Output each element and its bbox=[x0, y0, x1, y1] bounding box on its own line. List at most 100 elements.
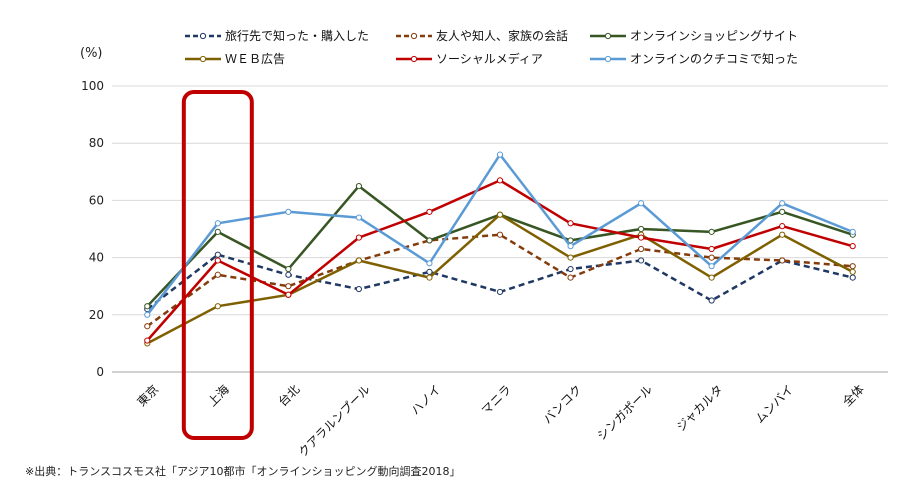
legend-label: ソーシャルメディア bbox=[436, 51, 543, 66]
data-point bbox=[849, 243, 856, 250]
data-point bbox=[426, 237, 433, 244]
data-point bbox=[849, 228, 856, 235]
data-point bbox=[779, 200, 786, 207]
data-point bbox=[426, 208, 433, 215]
legend-marker bbox=[410, 55, 418, 63]
data-point bbox=[355, 285, 363, 293]
series-line bbox=[144, 177, 856, 344]
y-tick-label: 60 bbox=[89, 193, 104, 207]
data-point bbox=[637, 245, 645, 253]
data-point bbox=[567, 265, 574, 273]
data-point bbox=[779, 257, 786, 264]
data-point bbox=[285, 271, 292, 278]
x-tick-label: 上海 bbox=[204, 382, 232, 410]
data-point bbox=[708, 254, 715, 261]
x-tick-label: ムンバイ bbox=[752, 382, 796, 426]
x-tick-label: 台北 bbox=[275, 382, 303, 410]
x-tick-label: マニラ bbox=[479, 382, 514, 417]
legend: 旅行先で知った・購入した 友人や知人、家族の会話 オンラインショッピングサイト ＷＥＢ… bbox=[185, 28, 798, 66]
data-point bbox=[355, 214, 363, 221]
legend-label: 友人や知人、家族の会話 bbox=[436, 28, 568, 43]
gridlines bbox=[112, 85, 888, 373]
data-point bbox=[214, 228, 221, 235]
data-point bbox=[779, 231, 786, 238]
data-point bbox=[285, 283, 292, 290]
data-point bbox=[355, 257, 363, 264]
data-point bbox=[144, 337, 151, 344]
data-point bbox=[285, 208, 292, 215]
legend-item: 友人や知人、家族の会話 bbox=[396, 28, 568, 43]
data-point bbox=[214, 220, 221, 227]
data-point bbox=[214, 251, 221, 258]
data-point bbox=[144, 323, 151, 330]
x-tick-label: ハノイ bbox=[408, 382, 443, 417]
x-tick-label: ジャカルタ bbox=[674, 382, 726, 434]
data-point bbox=[285, 291, 292, 298]
legend-label: ＷＥＢ広告 bbox=[225, 52, 285, 66]
data-point bbox=[637, 234, 645, 241]
data-point bbox=[567, 254, 574, 261]
legend-label: オンラインのクチコミで知った bbox=[630, 52, 798, 66]
data-point bbox=[144, 311, 151, 318]
data-point bbox=[567, 220, 574, 227]
data-point bbox=[496, 288, 504, 296]
data-point bbox=[496, 211, 504, 218]
legend-marker bbox=[604, 55, 612, 63]
legend-item: 旅行先で知った・購入した bbox=[185, 29, 369, 43]
data-point bbox=[214, 257, 221, 264]
data-point bbox=[144, 303, 151, 310]
series-group bbox=[144, 151, 856, 347]
data-point bbox=[496, 151, 504, 158]
data-point bbox=[637, 200, 645, 207]
x-tick-label: バンコク bbox=[540, 382, 584, 426]
legend-marker bbox=[410, 32, 418, 40]
legend-item: オンラインのクチコミで知った bbox=[590, 52, 798, 66]
data-point bbox=[496, 177, 504, 184]
source-note: ※出典：トランスコスモス社「アジア10都市「オンラインショッピング動向調査201… bbox=[25, 464, 461, 478]
legend-item: ソーシャルメディア bbox=[396, 51, 543, 66]
data-point bbox=[214, 303, 221, 310]
data-point bbox=[708, 297, 715, 304]
data-point bbox=[426, 274, 433, 281]
data-point bbox=[708, 245, 715, 253]
data-point bbox=[779, 223, 786, 230]
y-axis-label: (%) bbox=[80, 46, 103, 61]
data-point bbox=[708, 228, 715, 235]
data-point bbox=[637, 225, 645, 233]
x-tick-label: 全体 bbox=[839, 382, 867, 410]
data-point bbox=[285, 265, 292, 273]
legend-label: オンラインショッピングサイト bbox=[630, 29, 798, 43]
legend-marker bbox=[604, 32, 612, 40]
y-tick-label: 40 bbox=[89, 251, 104, 265]
data-point bbox=[708, 274, 715, 281]
y-tick-label: 0 bbox=[96, 365, 104, 379]
data-point bbox=[567, 237, 574, 244]
legend-marker bbox=[199, 55, 207, 63]
data-point bbox=[849, 274, 856, 281]
x-tick-label: シンガポール bbox=[594, 382, 655, 443]
data-point bbox=[567, 243, 574, 250]
y-tick-label: 20 bbox=[89, 308, 104, 322]
data-point bbox=[355, 183, 363, 190]
data-point bbox=[637, 257, 645, 264]
data-point bbox=[849, 268, 856, 275]
y-tick-labels: 0 20 40 60 80 100 bbox=[81, 79, 104, 379]
legend-marker bbox=[199, 32, 207, 40]
data-point bbox=[849, 263, 856, 270]
legend-item: ＷＥＢ広告 bbox=[185, 52, 285, 66]
y-tick-label: 100 bbox=[81, 79, 104, 93]
data-point bbox=[708, 263, 715, 270]
series-line bbox=[144, 151, 856, 318]
legend-label: 旅行先で知った・購入した bbox=[225, 29, 369, 43]
y-tick-label: 80 bbox=[89, 136, 104, 150]
data-point bbox=[496, 231, 504, 238]
legend-item: オンラインショッピングサイト bbox=[590, 29, 798, 43]
x-tick-label: クアラルンプール bbox=[296, 382, 373, 459]
data-point bbox=[426, 260, 433, 267]
x-tick-label: 東京 bbox=[135, 382, 162, 409]
highlight-box bbox=[181, 90, 254, 440]
data-point bbox=[214, 271, 221, 278]
data-point bbox=[355, 234, 363, 241]
